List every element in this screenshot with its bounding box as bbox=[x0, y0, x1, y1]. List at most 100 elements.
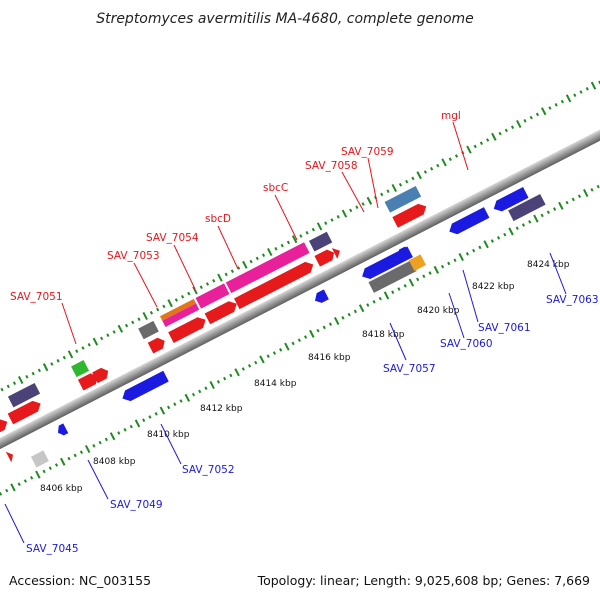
gene-box[interactable] bbox=[195, 283, 230, 309]
gene-box[interactable] bbox=[384, 185, 422, 213]
scale-tick-minor bbox=[316, 328, 320, 333]
gene-arrow[interactable] bbox=[92, 366, 111, 384]
gene-box[interactable] bbox=[225, 242, 310, 294]
gene-label-sav7059[interactable]: SAV_7059 bbox=[341, 146, 394, 158]
scale-tick-minor bbox=[117, 431, 121, 435]
gene-arrow[interactable] bbox=[395, 246, 411, 261]
gene-label-sav7060[interactable]: SAV_7060 bbox=[440, 338, 493, 350]
gene-arrow[interactable] bbox=[491, 187, 529, 214]
gene-label-sbcd[interactable]: sbcD bbox=[205, 213, 231, 225]
scale-tick-major bbox=[558, 201, 564, 210]
gene-box[interactable] bbox=[138, 320, 159, 340]
scale-tick-major bbox=[590, 81, 597, 90]
scale-tick-minor bbox=[546, 210, 550, 215]
gene-box[interactable] bbox=[7, 382, 41, 408]
scale-tick-minor bbox=[510, 125, 515, 130]
scale-tick-minor bbox=[303, 335, 308, 339]
gene-box[interactable] bbox=[159, 298, 197, 321]
scale-tick-minor bbox=[349, 208, 353, 213]
scale-tick-minor bbox=[521, 223, 526, 227]
scale-label: 8424 kbp bbox=[527, 260, 570, 270]
scale-label: 8410 kbp bbox=[147, 430, 190, 440]
scale-tick-minor bbox=[224, 272, 228, 277]
gene-box[interactable] bbox=[308, 231, 333, 252]
gene-label-sav7051[interactable]: SAV_7051 bbox=[10, 291, 63, 303]
gene-label-sav7061[interactable]: SAV_7061 bbox=[478, 322, 531, 334]
scale-tick-minor bbox=[416, 277, 420, 282]
scale-tick-major bbox=[383, 291, 390, 300]
scale-tick-minor bbox=[237, 266, 241, 270]
gene-box[interactable] bbox=[368, 260, 417, 293]
scale-tick-minor bbox=[30, 476, 34, 480]
scale-tick-minor bbox=[324, 221, 328, 225]
gene-arrow[interactable] bbox=[331, 245, 343, 259]
scale-tick-minor bbox=[79, 450, 84, 455]
genome-summary-text: Topology: linear; Length: 9,025,608 bp; … bbox=[257, 573, 590, 588]
scale-tick-minor bbox=[330, 218, 334, 222]
gene-label-mgl[interactable]: mgl bbox=[441, 110, 461, 122]
scale-tick-minor bbox=[229, 373, 233, 378]
scale-tick-minor bbox=[465, 252, 470, 256]
gene-label-sav7063[interactable]: SAV_7063 bbox=[546, 294, 599, 306]
scale-tick-minor bbox=[403, 284, 407, 288]
gene-label-sav7058[interactable]: SAV_7058 bbox=[305, 160, 358, 172]
scale-tick-major bbox=[35, 470, 41, 479]
gene-box[interactable] bbox=[508, 193, 546, 222]
scale-tick-minor bbox=[585, 87, 589, 91]
gene-arrow[interactable] bbox=[234, 259, 316, 310]
scale-tick-minor bbox=[579, 90, 583, 94]
scale-tick-minor bbox=[397, 287, 401, 291]
scale-tick-minor bbox=[137, 317, 141, 321]
gene-label-sav7045[interactable]: SAV_7045 bbox=[26, 543, 79, 555]
scale-tick-minor bbox=[272, 351, 277, 355]
gene-arrow[interactable] bbox=[312, 289, 329, 305]
gene-arrow[interactable] bbox=[314, 247, 337, 267]
gene-arrow[interactable] bbox=[168, 314, 208, 343]
gene-arrow[interactable] bbox=[447, 207, 490, 237]
gene-arrow[interactable] bbox=[5, 449, 16, 463]
scale-tick-minor bbox=[212, 279, 216, 283]
gene-box[interactable] bbox=[162, 303, 200, 327]
gene-label-sbcc[interactable]: sbcC bbox=[263, 182, 288, 194]
scale-tick-major bbox=[209, 381, 215, 390]
scale-tick-minor bbox=[355, 205, 359, 209]
scale-tick-major bbox=[142, 311, 148, 321]
gene-label-sav7053[interactable]: SAV_7053 bbox=[107, 250, 160, 262]
gene-arrow[interactable] bbox=[77, 371, 100, 391]
gene-arrow[interactable] bbox=[120, 370, 169, 404]
gene-arrow[interactable] bbox=[55, 423, 69, 437]
scale-tick-minor bbox=[336, 215, 340, 219]
scale-tick-major bbox=[391, 183, 397, 193]
scale-tick-minor bbox=[67, 456, 71, 461]
scale-tick-minor bbox=[5, 488, 9, 493]
gene-label-sav7054[interactable]: SAV_7054 bbox=[146, 232, 199, 244]
gene-box[interactable] bbox=[30, 450, 49, 468]
scale-tick-major bbox=[92, 337, 99, 346]
scale-tick-major bbox=[67, 350, 74, 359]
scale-tick-minor bbox=[405, 179, 409, 184]
gene-label-sav7057[interactable]: SAV_7057 bbox=[383, 363, 436, 375]
scale-tick-minor bbox=[486, 138, 490, 142]
scale-tick-minor bbox=[305, 231, 309, 235]
scale-tick-minor bbox=[322, 325, 326, 330]
scale-tick-minor bbox=[328, 322, 333, 327]
gene-arrow[interactable] bbox=[204, 298, 240, 325]
gene-arrow[interactable] bbox=[7, 398, 44, 425]
gene-label-sav7052[interactable]: SAV_7052 bbox=[182, 464, 235, 476]
forward-outer-row bbox=[7, 185, 422, 408]
scale-tick-minor bbox=[6, 384, 10, 389]
scale-tick-minor bbox=[496, 236, 501, 240]
gene-label-sav7049[interactable]: SAV_7049 bbox=[110, 499, 163, 511]
scale-tick-minor bbox=[174, 298, 178, 302]
scale-tick-minor bbox=[92, 444, 96, 448]
gene-arrow[interactable] bbox=[147, 335, 168, 354]
gene-arrow[interactable] bbox=[392, 201, 429, 228]
scale-tick-minor bbox=[291, 341, 295, 346]
reverse-outer-row bbox=[30, 193, 546, 468]
gene-box[interactable] bbox=[408, 254, 426, 271]
scale-tick-minor bbox=[573, 93, 577, 98]
scale-tick-major bbox=[134, 419, 141, 428]
gene-box[interactable] bbox=[71, 360, 90, 378]
reverse-leader-lines bbox=[4, 252, 567, 544]
scale-tick-major bbox=[516, 119, 522, 129]
